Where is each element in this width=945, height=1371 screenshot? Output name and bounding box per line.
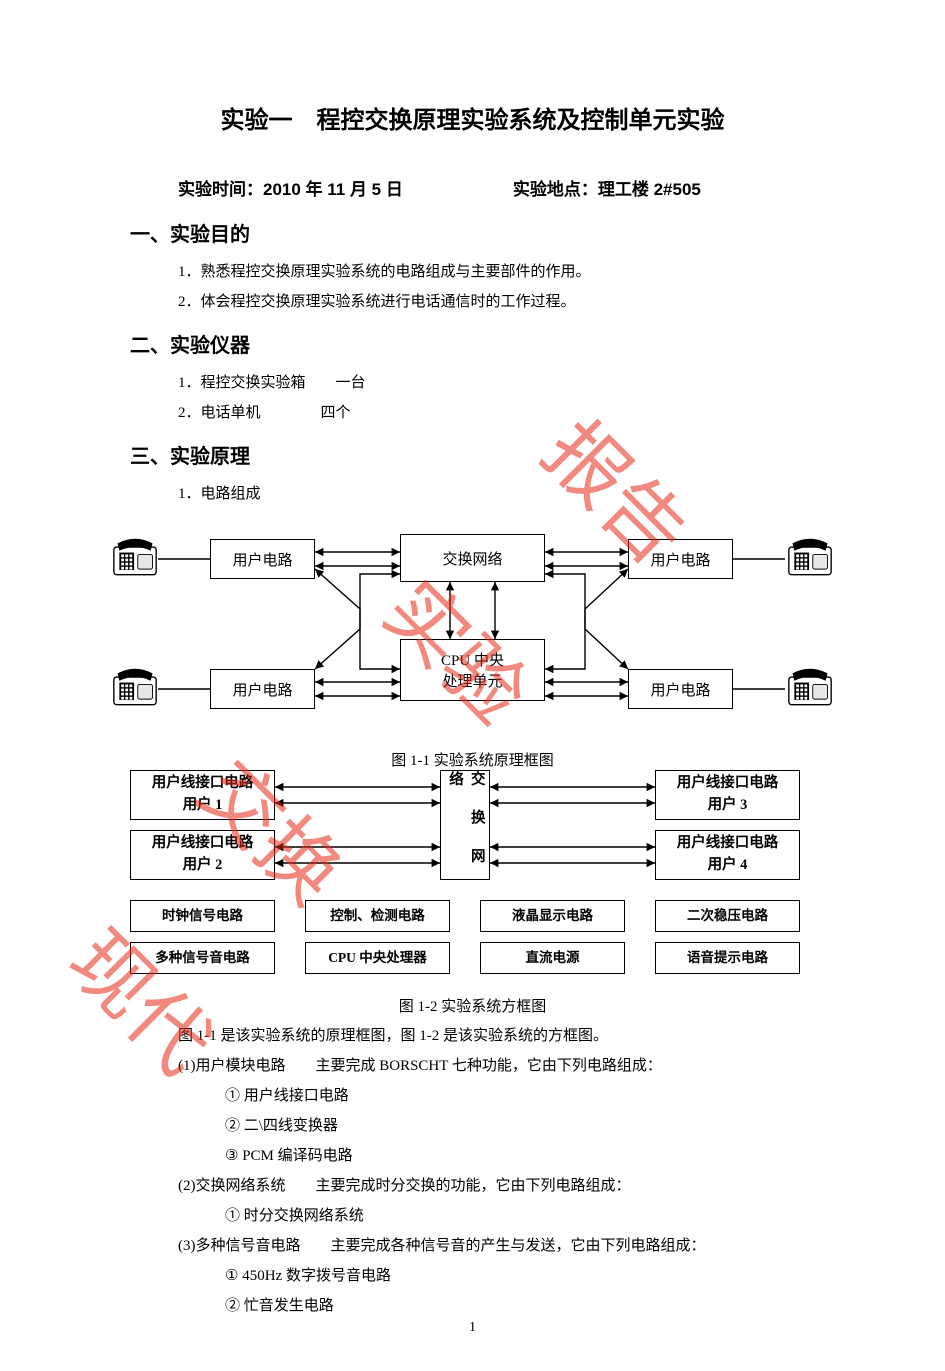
diagram1-caption: 图 1-1 实验系统原理框图 [130,749,815,770]
instrument-list: 1．程控交换实验箱 一台 2．电话单机 四个 [130,368,815,428]
diagram2-caption: 图 1-2 实验系统方框图 [130,995,815,1016]
body-p3a: ① 450Hz 数字拨号音电路 [130,1261,815,1291]
section-purpose: 一、实验目的 [130,218,815,247]
diagram-2: 用户线接口电路 用户 1 用户线接口电路 用户 2 用户线接口电路 用户 3 用… [130,770,815,990]
diagram-1: 用户电路 用户电路 用户电路 用户电路 交换网络 CPU 中央 处理单元 [130,519,815,744]
principle-head: 1．电路组成 [130,479,815,509]
body-p0: 图 1-1 是该实验系统的原理框图，图 1-2 是该实验系统的方框图。 [130,1021,815,1051]
diagram1-connectors [130,519,815,744]
body-p2: (2)交换网络系统 主要完成时分交换的功能，它由下列电路组成： [130,1171,815,1201]
body-p3b: ② 忙音发生电路 [130,1291,815,1321]
instrument-item: 2．电话单机 四个 [178,398,815,428]
page-title: 实验一 程控交换原理实验系统及控制单元实验 [130,100,815,135]
body-p3: (3)多种信号音电路 主要完成各种信号音的产生与发送，它由下列电路组成： [130,1231,815,1261]
body-p1a: ① 用户线接口电路 [130,1081,815,1111]
body-block: 图 1-1 是该实验系统的原理框图，图 1-2 是该实验系统的方框图。 (1)用… [130,1021,815,1321]
body-p1b: ② 二\四线变换器 [130,1111,815,1141]
experiment-time: 实验时间：2010 年 11 月 5 日 [178,175,403,200]
experiment-place: 实验地点：理工楼 2#505 [513,175,701,200]
body-p1: (1)用户模块电路 主要完成 BORSCHT 七种功能，它由下列电路组成： [130,1051,815,1081]
section-principle: 三、实验原理 [130,440,815,469]
body-p1c: ③ PCM 编译码电路 [130,1141,815,1171]
purpose-list: 1．熟悉程控交换原理实验系统的电路组成与主要部件的作用。 2．体会程控交换原理实… [130,257,815,317]
meta-row: 实验时间：2010 年 11 月 5 日 实验地点：理工楼 2#505 [130,175,815,200]
page-number: 1 [0,1320,945,1336]
section-instruments: 二、实验仪器 [130,329,815,358]
diagram2-connectors [130,770,815,990]
purpose-item: 2．体会程控交换原理实验系统进行电话通信时的工作过程。 [178,287,815,317]
body-p2a: ① 时分交换网络系统 [130,1201,815,1231]
instrument-item: 1．程控交换实验箱 一台 [178,368,815,398]
purpose-item: 1．熟悉程控交换原理实验系统的电路组成与主要部件的作用。 [178,257,815,287]
